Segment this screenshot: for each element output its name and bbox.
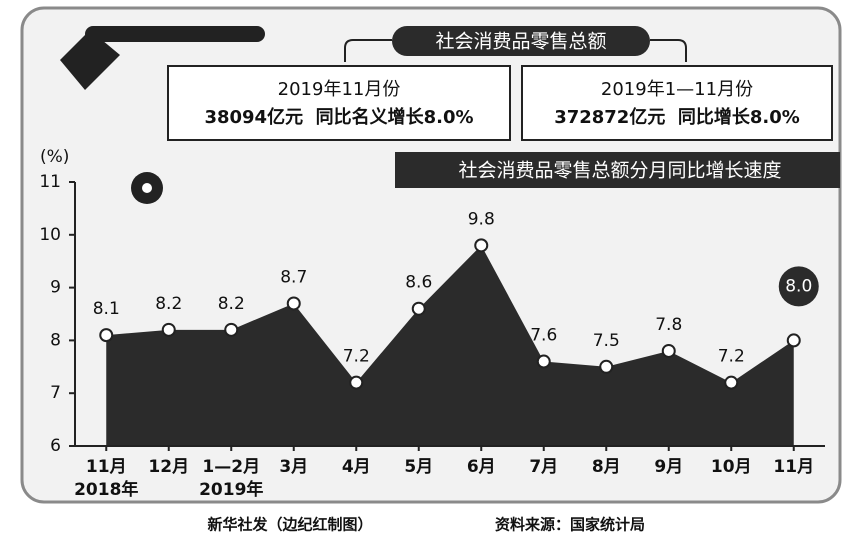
chart-title: 社会消费品零售总额分月同比增长速度 — [458, 160, 781, 182]
value-label: 8.0 — [785, 276, 812, 296]
point — [99, 328, 114, 343]
box-line: 2019年11月份 — [278, 79, 401, 100]
x-tick-label: 9月 — [654, 457, 683, 477]
subtitle-bar — [395, 152, 840, 188]
value-label: 9.8 — [468, 209, 495, 229]
label-bubble — [778, 266, 819, 307]
y-axis-label: (%) — [40, 147, 69, 167]
area — [106, 245, 794, 446]
point — [349, 375, 364, 390]
y-tick-label: 10 — [39, 225, 61, 245]
point — [599, 359, 614, 374]
y-tick-label: 9 — [50, 278, 61, 298]
x-tick-label: 12月 — [148, 457, 189, 477]
x-tick-label: 7月 — [529, 457, 558, 477]
value-label: 7.8 — [655, 315, 682, 335]
y-tick-label: 8 — [50, 330, 61, 350]
x-tick-year: 2018年 — [74, 479, 138, 500]
bracket — [344, 39, 687, 62]
x-tick-label: 1—2月 — [202, 457, 260, 477]
decoration-wheel-hub — [142, 183, 152, 193]
point — [474, 238, 489, 253]
value-label: 7.2 — [718, 347, 745, 367]
value-label: 8.2 — [155, 294, 182, 314]
credit: 新华社发（边纪红制图） — [207, 516, 372, 534]
box-line: 2019年1—11月份 — [601, 79, 753, 100]
point — [411, 301, 426, 316]
decoration-handle — [85, 26, 265, 42]
value-label: 8.7 — [280, 267, 307, 287]
value-label: 8.6 — [405, 273, 432, 293]
y-tick-label: 11 — [39, 172, 61, 192]
value-label: 7.2 — [343, 347, 370, 367]
x-tick-label: 5月 — [404, 457, 433, 477]
box-line: 372872亿元 同比增长8.0% — [554, 106, 800, 128]
y-tick-label: 7 — [50, 383, 61, 403]
x-tick-label: 10月 — [711, 457, 752, 477]
value-label: 8.1 — [93, 299, 120, 319]
y-tick-label: 6 — [50, 436, 61, 456]
x-tick-label: 11月 — [773, 457, 814, 477]
point — [286, 296, 301, 311]
point — [161, 322, 176, 337]
x-tick-label: 4月 — [342, 457, 371, 477]
x-tick-label: 6月 — [467, 457, 496, 477]
info-box — [167, 65, 511, 141]
x-tick-label: 11月 — [86, 457, 127, 477]
x-tick-label: 8月 — [592, 457, 621, 477]
point — [661, 343, 676, 358]
point — [224, 322, 239, 337]
value-label: 8.2 — [218, 294, 245, 314]
info-box — [521, 65, 833, 141]
x-tick-label: 3月 — [279, 457, 308, 477]
point — [536, 354, 551, 369]
point — [724, 375, 739, 390]
value-label: 7.5 — [593, 331, 620, 351]
x-tick-year: 2019年 — [199, 479, 263, 500]
value-label: 7.6 — [530, 326, 557, 346]
source: 资料来源：国家统计局 — [495, 516, 645, 534]
box-line: 38094亿元 同比名义增长8.0% — [204, 106, 473, 128]
header-title: 社会消费品零售总额 — [435, 31, 606, 53]
decoration-tag — [60, 30, 120, 90]
title-pill — [392, 26, 650, 56]
point — [786, 333, 801, 348]
